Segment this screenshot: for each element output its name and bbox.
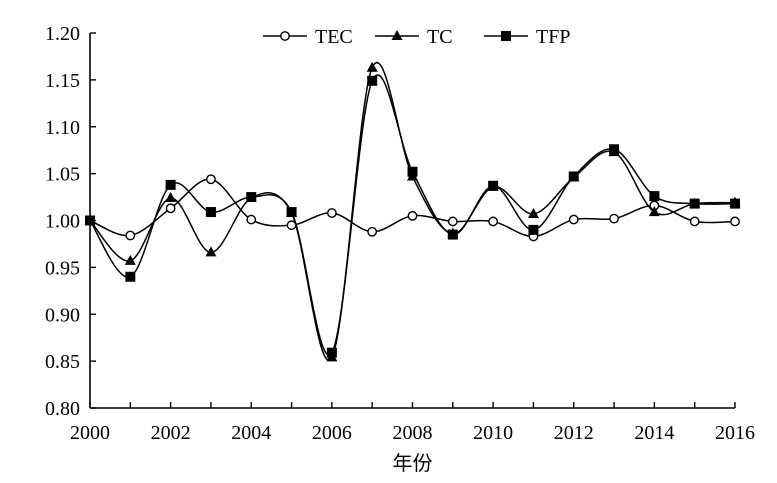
legend-item-tec: TEC	[263, 26, 353, 48]
legend-label: TC	[427, 26, 453, 48]
data-point-tfp	[407, 166, 418, 177]
data-point-tfp	[568, 171, 579, 182]
data-point-tec	[367, 226, 378, 237]
data-point-tec	[246, 214, 257, 225]
y-tick-label: 0.85	[45, 351, 80, 373]
data-point-tfp	[689, 198, 700, 209]
series-layer	[84, 61, 741, 362]
data-point-tfp	[609, 144, 620, 155]
data-point-tfp	[165, 179, 176, 190]
data-point-tfp	[528, 224, 539, 235]
y-tick-label: 1.05	[45, 164, 80, 186]
data-point-tec	[206, 174, 216, 185]
data-point-tfp	[447, 229, 458, 240]
data-point-tc	[124, 254, 136, 265]
data-point-tec	[447, 216, 458, 227]
y-tick-label: 1.20	[45, 23, 80, 45]
y-tick-label: 1.10	[45, 117, 80, 139]
legend-item-tc: TC	[375, 26, 453, 48]
legend-marker	[391, 30, 403, 40]
x-axis-label: 年份	[393, 452, 433, 475]
x-tick-label: 2006	[312, 422, 352, 444]
y-tick-label: 0.90	[45, 304, 80, 326]
data-point-tec	[407, 210, 418, 221]
data-point-tfp	[85, 215, 95, 226]
data-point-tec	[609, 213, 619, 224]
series-tec	[85, 174, 740, 242]
data-point-tec	[125, 230, 136, 241]
y-tick-label: 0.80	[45, 398, 80, 420]
x-tick-label: 2016	[715, 422, 755, 444]
data-point-tec	[689, 216, 700, 227]
data-point-tfp	[286, 207, 297, 218]
x-tick-label: 2002	[151, 422, 191, 444]
x-tick-label: 2010	[473, 422, 513, 444]
x-tick-label: 2012	[554, 422, 594, 444]
legend-marker	[280, 31, 290, 41]
legend-label: TFP	[536, 26, 570, 48]
x-tick-label: 2014	[634, 422, 674, 444]
data-point-tec	[165, 203, 176, 214]
data-point-tec	[326, 208, 337, 218]
data-point-tfp	[730, 198, 740, 209]
x-tick-label: 2004	[231, 422, 271, 444]
chart-axes: 0.80 0.85 0.90 0.95 1.00 1.05 1.10 1.15 1.20 2000…	[45, 23, 755, 444]
data-point-tc	[648, 206, 660, 217]
legend-item-tfp: TFP	[484, 26, 570, 48]
data-point-tec	[488, 216, 499, 227]
data-point-tc	[366, 61, 378, 72]
y-tick-label: 1.15	[45, 70, 80, 92]
data-point-tec	[730, 216, 740, 227]
data-point-tec	[568, 214, 579, 225]
data-point-tfp	[367, 75, 378, 86]
data-point-tfp	[125, 271, 136, 282]
data-point-tfp	[649, 191, 660, 202]
data-point-tc	[165, 192, 177, 202]
y-tick-label: 1.00	[45, 211, 80, 233]
x-tick-label: 2000	[70, 422, 110, 444]
y-tick-label: 0.95	[45, 257, 80, 279]
series-tfp	[85, 74, 740, 358]
data-point-tc	[205, 246, 217, 257]
data-point-tfp	[488, 180, 499, 191]
data-point-tfp	[326, 347, 337, 358]
x-tick-label: 2008	[393, 422, 433, 444]
chart-legend: TEC TC TFP	[263, 26, 570, 48]
data-point-tfp	[246, 192, 257, 203]
data-point-tc	[527, 207, 539, 218]
legend-label: TEC	[315, 26, 353, 48]
data-point-tfp	[205, 207, 216, 218]
legend-marker	[501, 31, 511, 41]
